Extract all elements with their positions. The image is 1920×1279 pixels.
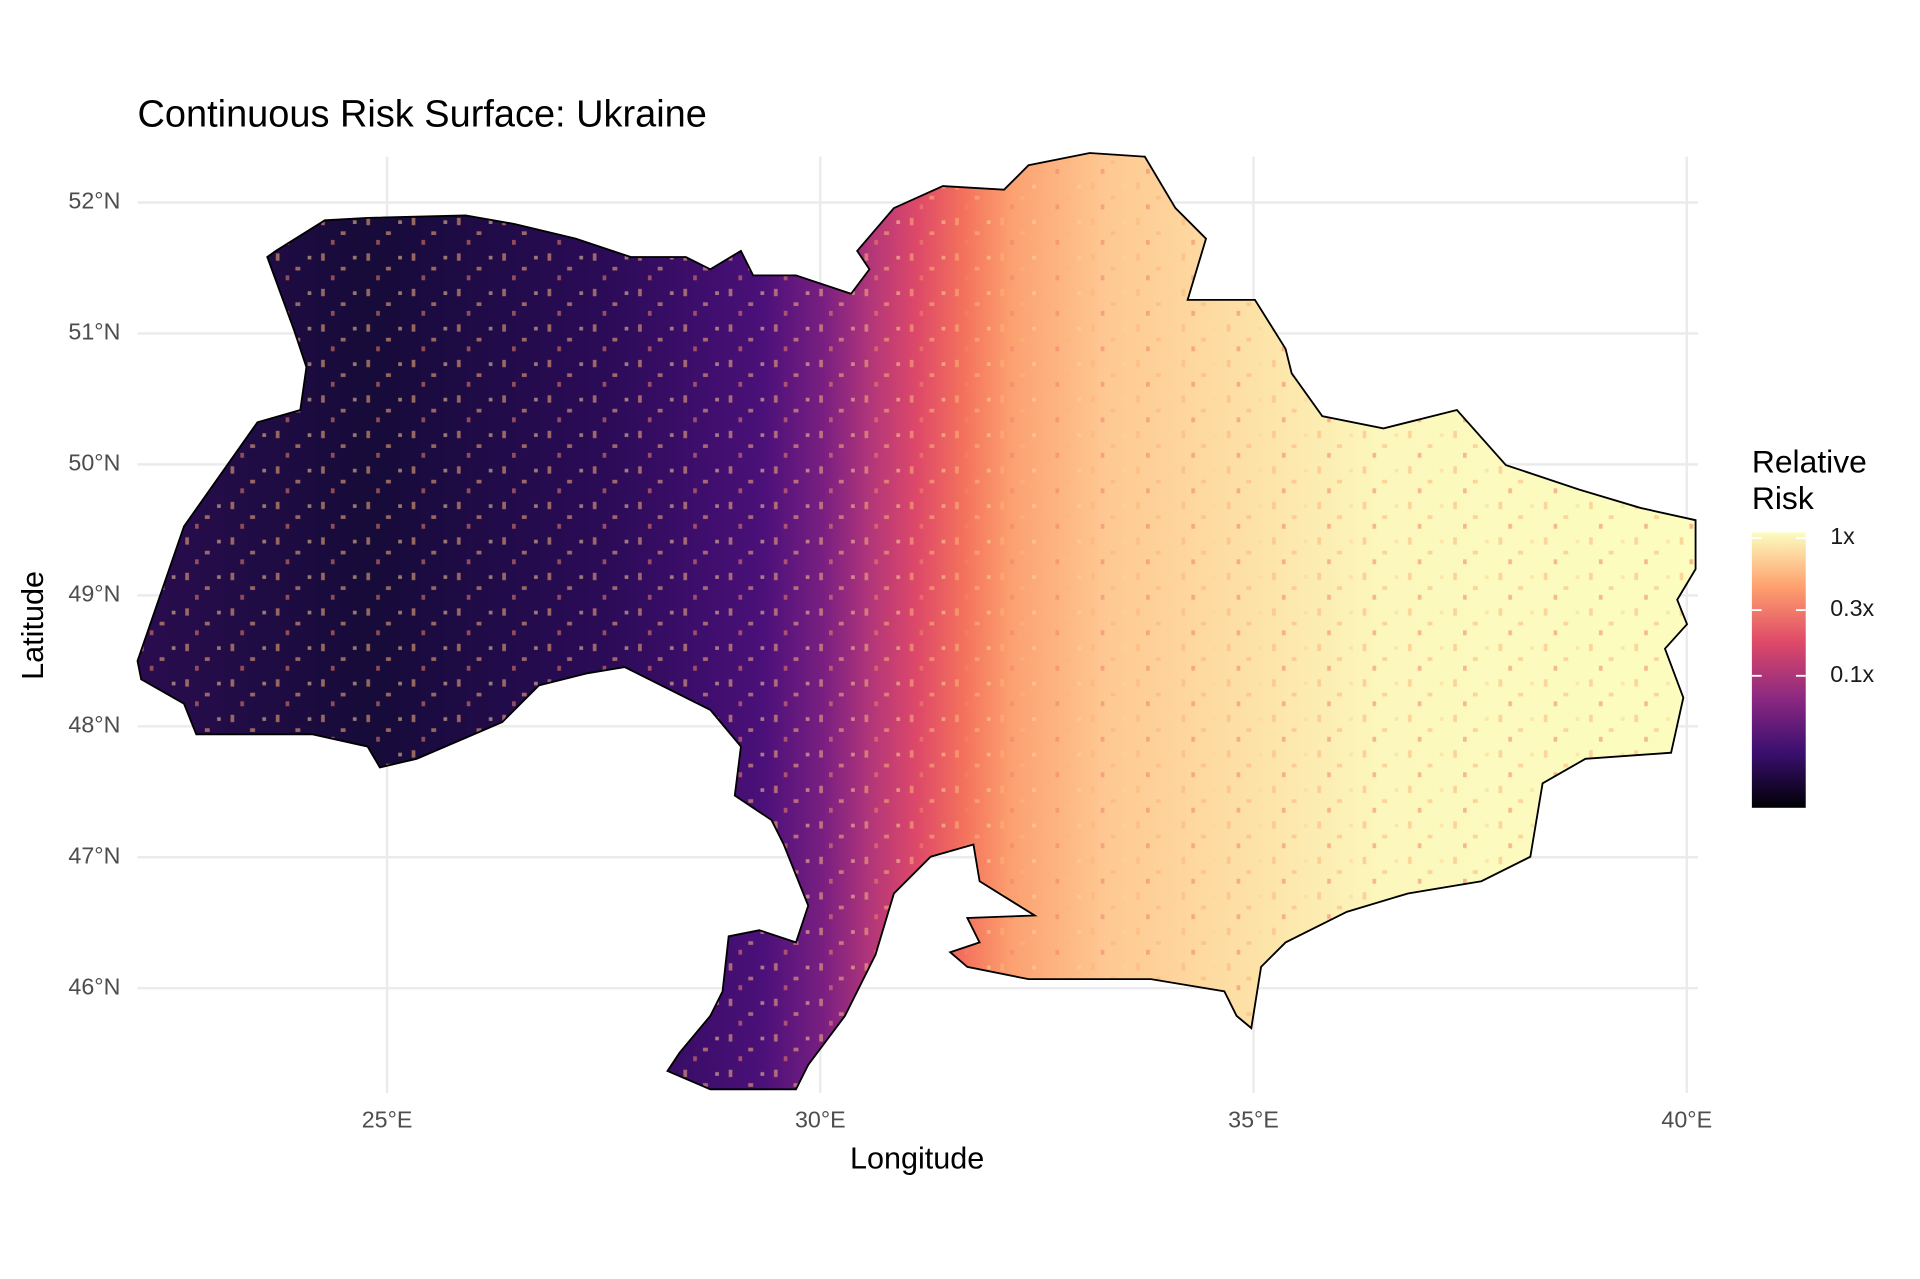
y-tick-label: 48°N <box>68 711 120 737</box>
colorbar-fill <box>1751 532 1806 808</box>
y-tick-label: 46°N <box>68 973 120 999</box>
colorbar-label: 0.1x <box>1830 661 1874 687</box>
y-tick-label: 51°N <box>68 319 120 345</box>
x-tick-label: 25°E <box>362 1106 413 1132</box>
risk-surface <box>136 152 1697 1091</box>
x-tick-label: 40°E <box>1661 1106 1712 1132</box>
colorbar-label: 1x <box>1830 523 1855 549</box>
colorbar: 1x 0.3x 0.1x <box>1751 523 1875 808</box>
colorbar-label: 0.3x <box>1830 595 1874 621</box>
x-tick-label: 35°E <box>1228 1106 1279 1132</box>
y-axis-title: Latitude <box>16 571 50 680</box>
y-tick-label: 49°N <box>68 580 120 606</box>
chart-title: Continuous Risk Surface: Ukraine <box>138 93 707 135</box>
y-tick-label: 47°N <box>68 842 120 868</box>
y-tick-label: 52°N <box>68 188 120 214</box>
risk-speckle <box>137 152 1696 1090</box>
y-tick-label: 50°N <box>68 450 120 476</box>
legend-title-box: Relative Risk <box>1751 443 1867 517</box>
x-axis-title: Longitude <box>850 1141 984 1175</box>
x-tick-label: 30°E <box>795 1106 846 1132</box>
legend-title: Relative Risk <box>1751 443 1867 517</box>
